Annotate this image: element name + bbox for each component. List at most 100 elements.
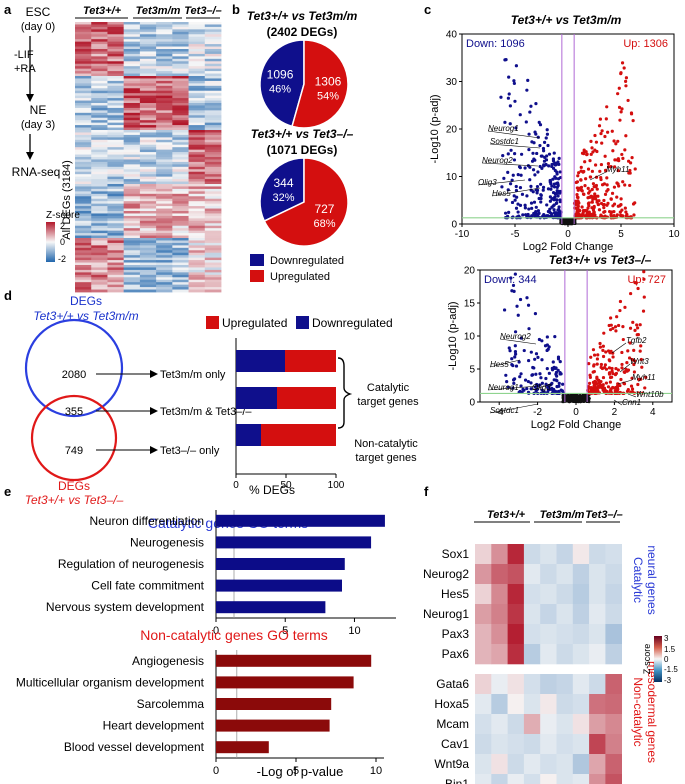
heatmap-cell [107,247,125,251]
point-down [545,335,549,339]
point-up [594,140,599,144]
heatmap-cell [123,90,141,94]
heatmap-cell [188,125,206,128]
heat-cell [507,694,525,715]
heatmap-cell [107,46,125,50]
heatmap-cell [204,93,222,97]
heatmap-cell [107,265,125,268]
point-down [507,210,511,215]
point-down [519,173,523,177]
gene-pointer [491,187,541,197]
point-up [636,332,640,337]
heatmap-cell [91,203,108,207]
heatmap-cell [188,201,206,205]
point-up [599,131,603,136]
heatmap-cell [188,142,206,146]
heatmap-cell [139,230,157,234]
heatmap-cell [123,122,141,126]
heatmap-cell [139,154,157,158]
heatmap-cell [204,139,222,143]
heatmap-cell [107,44,125,47]
heatmap-cell [204,49,222,52]
heatmap-cell [188,51,206,55]
heatmap-cell [156,85,173,89]
heatmap-cell [123,56,141,60]
heatmap-cell [139,198,157,202]
heatmap-cell [172,107,189,111]
point-down [513,349,518,354]
point-down [527,358,531,363]
step-day0: (day 0) [21,21,55,33]
heatmap-cell [204,115,222,119]
heat-color-bar [654,636,662,682]
x-tick-label: 0 [233,480,239,491]
point-up [601,375,606,380]
stack-bar-down [236,424,261,446]
point-down [512,194,516,198]
heatmap-cell [123,255,141,259]
heatmap-cell [139,164,157,168]
heatmap-cell [204,157,222,160]
heatmap-cell [188,68,206,72]
heatmap-cell [156,218,173,222]
point-down [557,156,561,160]
heatmap-cell [139,68,157,72]
point-up [597,385,601,390]
heatmap-cell [188,274,206,278]
heatmap-cell [107,63,125,67]
point-up [597,208,602,212]
heatmap-cell [123,137,141,141]
point-up [595,362,599,366]
point-down [519,384,523,388]
heatmap-cell [156,115,173,119]
point-up [633,359,637,363]
heatmap-cell [91,152,108,155]
heatmap-cell [107,235,125,239]
heatmap-cell [139,76,157,79]
heatmap-cell [91,188,108,192]
heat-gene-label: Bin1 [445,777,469,784]
point-up [575,193,579,197]
heatmap-cell [204,51,222,55]
point-down [551,166,556,170]
point-down [534,372,538,376]
heatmap-cell [188,267,206,271]
heatmap-cell [107,110,125,114]
heatmap-cell [204,218,222,222]
point-up [630,387,635,391]
point-down [520,152,524,156]
go-term-label: Sarcolemma [137,697,205,711]
point-down [553,168,557,173]
heatmap-cell [75,125,92,128]
heatmap-cell [188,26,206,30]
heatmap-cell [107,66,125,70]
zscore-tick: -2 [58,254,66,264]
point-down [504,198,508,202]
point-up [610,366,614,371]
stacked-bar-chart: 0 50 100 [233,338,345,491]
heatmap-cell [139,39,157,43]
heat-cell [540,564,557,585]
y-tick-label: 10 [446,172,458,183]
point-up [589,139,593,144]
heatmap-cell [204,265,222,268]
point-up [606,385,611,389]
heatmap-cell [91,103,108,106]
heat-cell [507,584,525,605]
point-ns [579,395,583,399]
heatmap-cell [139,78,157,82]
heatmap-cell [107,105,125,109]
heatmap-cell [139,287,157,290]
heat-cell [605,674,622,695]
heatmap-cell [107,181,125,185]
point-down [529,104,533,108]
heatmap-cell [139,144,157,148]
point-down [512,381,516,385]
heatmap-cell [75,112,92,116]
heatmap-cell [156,211,173,214]
heatmap-cell [188,105,206,109]
heatmap-cell [91,83,108,87]
heatmap-cell [139,98,157,101]
heatmap-cell [75,235,92,239]
